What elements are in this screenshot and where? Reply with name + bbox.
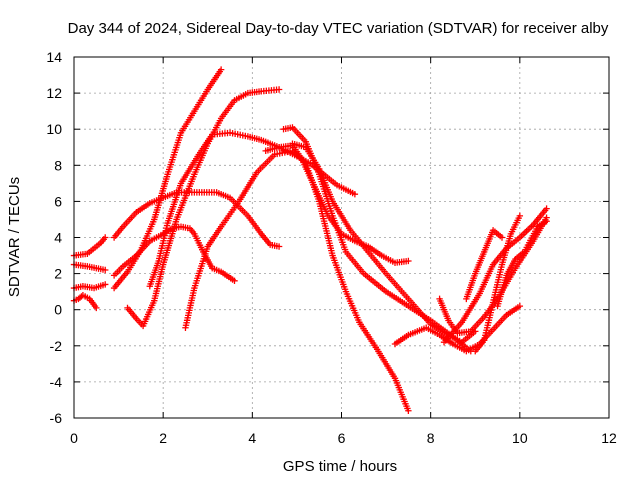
- x-tick-label: 6: [338, 430, 346, 446]
- data-point: [275, 86, 283, 93]
- chart-title: Day 344 of 2024, Sidereal Day-to-day VTE…: [68, 20, 609, 37]
- x-tick-label: 12: [601, 430, 617, 446]
- y-tick-label: 0: [54, 302, 62, 318]
- x-tick-label: 2: [159, 430, 167, 446]
- y-tick-label: 6: [54, 193, 62, 209]
- x-axis-label: GPS time / hours: [283, 458, 397, 475]
- data-points: [70, 66, 550, 414]
- y-tick-label: 12: [46, 85, 62, 101]
- y-tick-label: -2: [50, 338, 63, 354]
- data-point: [516, 302, 524, 310]
- data-point: [102, 281, 109, 288]
- series-arc-7: [110, 66, 225, 292]
- series-arc-3: [70, 281, 109, 292]
- data-point: [351, 190, 359, 198]
- data-point: [498, 234, 506, 241]
- x-tick-label: 4: [248, 430, 256, 446]
- data-point: [231, 277, 238, 285]
- series-arc-14: [391, 302, 524, 355]
- series-arc-10: [182, 147, 412, 414]
- data-point: [405, 407, 412, 414]
- y-tick-label: 2: [54, 266, 62, 282]
- series-arc-11: [262, 142, 412, 266]
- y-tick-label: -6: [50, 410, 63, 426]
- data-point: [217, 66, 225, 73]
- x-tick-label: 10: [512, 430, 528, 446]
- series-arc-1: [70, 234, 109, 259]
- y-tick-labels: -6 -4 -2 0 2 4 6 8 10 12 14: [46, 49, 62, 426]
- series-arc-16: [440, 205, 550, 346]
- series-arc-13: [289, 140, 479, 346]
- data-point: [275, 243, 283, 250]
- x-tick-label: 0: [70, 430, 78, 446]
- series-arc-8: [124, 86, 283, 330]
- data-point: [543, 218, 550, 225]
- series-arc-19: [494, 218, 550, 310]
- y-axis-label: SDTVAR / TECUs: [6, 177, 23, 297]
- y-tick-label: 10: [46, 121, 62, 137]
- series-arc-17: [463, 227, 506, 303]
- data-point: [405, 257, 412, 265]
- data-point: [102, 234, 109, 241]
- x-tick-labels: 0 2 4 6 8 10 12: [70, 430, 617, 446]
- y-tick-label: 14: [46, 49, 62, 65]
- y-tick-label: -4: [50, 374, 63, 390]
- series-arc-4: [70, 292, 100, 312]
- series-arc-2: [70, 261, 109, 274]
- plot-frame: [73, 56, 610, 419]
- y-tick-label: 8: [54, 157, 62, 173]
- data-point: [516, 212, 524, 220]
- data-point: [102, 266, 109, 274]
- data-point: [543, 205, 550, 212]
- series-arc-18: [472, 212, 524, 355]
- y-tick-label: 4: [54, 230, 62, 246]
- data-point: [93, 304, 100, 312]
- x-tick-label: 8: [427, 430, 435, 446]
